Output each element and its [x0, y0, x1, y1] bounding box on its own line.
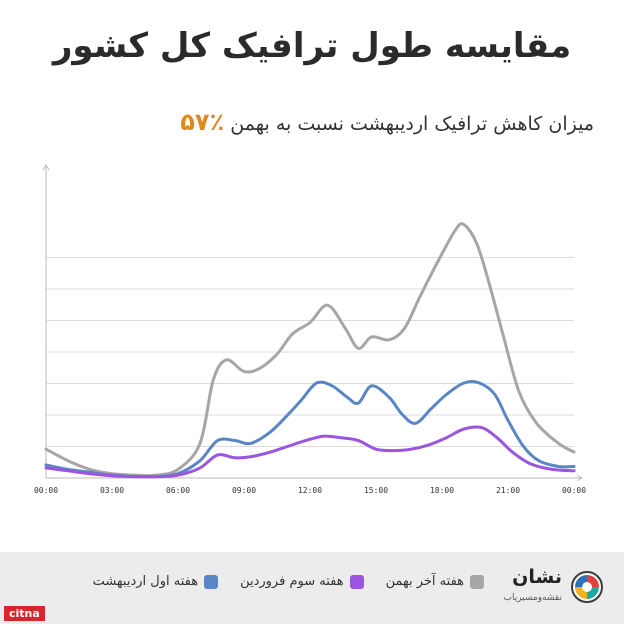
x-tick-label: 15:00: [364, 486, 388, 495]
chart-subtitle: میزان کاهش ترافیک اردیبهشت نسبت به بهمن …: [172, 108, 594, 136]
map-pin-icon: [571, 571, 603, 603]
x-tick-label: 12:00: [298, 486, 322, 495]
legend-label: هفته اول اردیبهشت: [92, 574, 199, 589]
x-tick-label: 00:00: [34, 486, 58, 495]
footer-bar: [0, 552, 624, 624]
x-tick-label: 21:00: [496, 486, 520, 495]
x-tick-label: 18:00: [430, 486, 454, 495]
subtitle-text: میزان کاهش ترافیک اردیبهشت نسبت به بهمن: [230, 113, 594, 135]
legend-swatch-purple: [349, 574, 364, 589]
legend-label: هفته آخر بهمن: [385, 574, 464, 589]
legend-item-bahman: هفته آخر بهمن: [386, 574, 484, 589]
logo-tagline: نقشه‌ومسیریاب: [503, 593, 562, 603]
x-tick-labels: 00:00 03:00 06:00 09:00 12:00 15:00 18:00 21:00…: [34, 486, 586, 495]
source-tag: citna: [4, 606, 45, 621]
series-line-0: [44, 222, 576, 478]
legend-swatch-blue: [204, 574, 219, 589]
x-tick-label: 00:00: [562, 486, 586, 495]
legend-item-farvardin: هفته سوم فروردین: [240, 574, 364, 589]
chart-lines: [44, 222, 576, 479]
y-axis-arrow: [42, 164, 50, 171]
chart-legend: هفته آخر بهمن هفته سوم فروردین هفته اول …: [93, 574, 484, 589]
neshan-logo: نشان نقشه‌ومسیریاب: [492, 566, 604, 610]
x-tick-label: 09:00: [232, 486, 256, 495]
x-axis-arrow: [576, 474, 583, 482]
x-tick-label: 03:00: [100, 486, 124, 495]
logo-name: نشان: [512, 566, 562, 588]
traffic-chart: 00:00 03:00 06:00 09:00 12:00 15:00 18:00 21:00…: [34, 164, 586, 495]
legend-swatch-grey: [470, 574, 484, 589]
reduction-percent: ٪۵۷: [180, 108, 225, 136]
x-tick-label: 06:00: [166, 486, 190, 495]
series-line-2: [44, 425, 576, 479]
legend-label: هفته سوم فروردین: [240, 574, 344, 589]
series-line-1: [44, 380, 576, 479]
chart-title: مقایسه طول ترافیک کل کشور: [52, 26, 572, 66]
chart-grid: [46, 257, 574, 447]
legend-item-ordibehesht: هفته اول اردیبهشت: [93, 574, 219, 589]
